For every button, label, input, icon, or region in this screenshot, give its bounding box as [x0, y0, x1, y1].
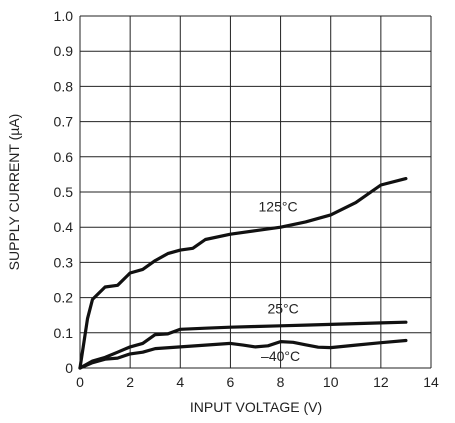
y-tick-label: 0.2	[54, 290, 74, 306]
y-tick-label: 0.9	[54, 43, 74, 59]
y-tick-label: 0.4	[54, 219, 74, 235]
x-tick-label: 14	[423, 374, 439, 390]
y-tick-label: 0.3	[54, 254, 74, 270]
x-tick-label: 6	[227, 374, 235, 390]
series-group	[78, 177, 408, 370]
y-tick-label: 0.7	[54, 114, 74, 130]
x-tick-label: 0	[76, 374, 84, 390]
curve-label: 25°C	[267, 300, 298, 316]
series-line-1	[78, 320, 408, 370]
tick-labels: 0 2 4 6 8 10 12 14 0 0.1 0.2 0.3 0.4 0.5 0.6 0.7 0.8 0.9 1…	[54, 8, 439, 390]
curve-label: –40°C	[261, 348, 300, 364]
x-tick-label: 12	[373, 374, 389, 390]
y-tick-label: 1.0	[54, 8, 74, 24]
y-tick-label: 0.6	[54, 149, 74, 165]
x-tick-label: 10	[323, 374, 339, 390]
y-tick-label: 0.8	[54, 78, 74, 94]
curve-labels: 125°C 25°C –40°C	[259, 198, 301, 364]
x-axis-title: INPUT VOLTAGE (V)	[190, 399, 322, 415]
x-tick-label: 8	[277, 374, 285, 390]
series-line-0	[78, 177, 408, 370]
curve-label: 125°C	[259, 198, 298, 214]
series-line-2	[78, 338, 408, 370]
y-axis-title: SUPPLY CURRENT (µA)	[6, 114, 22, 271]
x-tick-label: 4	[176, 374, 184, 390]
grid	[79, 15, 432, 369]
y-tick-label: 0	[65, 360, 73, 376]
y-tick-label: 0.5	[54, 184, 74, 200]
y-tick-label: 0.1	[54, 325, 74, 341]
x-tick-label: 2	[126, 374, 134, 390]
